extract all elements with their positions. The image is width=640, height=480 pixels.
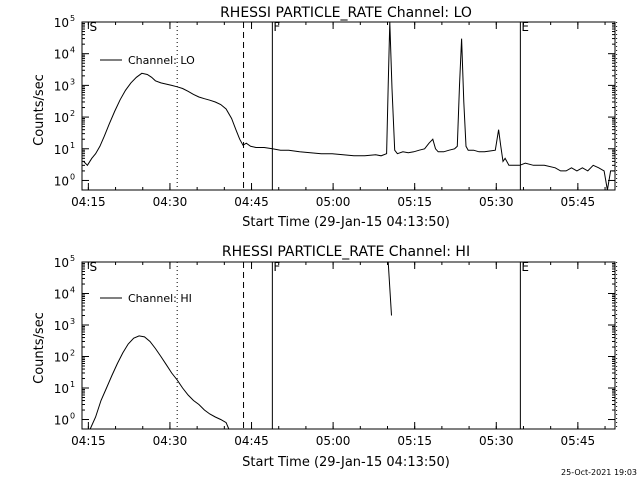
plot-frame xyxy=(81,21,616,191)
lo-channel-panel: RHESSI PARTICLE_RATE Channel: LO Start T… xyxy=(32,5,618,230)
panel-title: RHESSI PARTICLE_RATE Channel: LO xyxy=(220,5,472,21)
panel-title: RHESSI PARTICLE_RATE Channel: HI xyxy=(222,244,470,260)
x-tick-label: 05:15 xyxy=(397,195,432,209)
event-marker-label: F xyxy=(273,260,280,274)
x-tick-label: 05:30 xyxy=(479,434,514,448)
event-marker-label: S xyxy=(90,260,98,274)
event-marker-label: E xyxy=(521,20,529,34)
y-tick-label: 10 xyxy=(54,414,69,428)
series-line xyxy=(89,335,230,429)
y-tick-exponent: 1 xyxy=(70,380,75,389)
series-line xyxy=(387,262,392,316)
y-tick-exponent: 3 xyxy=(70,317,75,326)
y-tick-label: 10 xyxy=(54,319,69,333)
y-tick-exponent: 2 xyxy=(70,349,75,358)
y-tick-label: 10 xyxy=(54,174,69,188)
footer-timestamp: 25-Oct-2021 19:03 xyxy=(561,468,637,477)
x-tick-label: 04:30 xyxy=(153,195,188,209)
y-tick-exponent: 2 xyxy=(70,109,75,118)
x-tick-label: 05:45 xyxy=(561,434,596,448)
x-axis-label: Start Time (29-Jan-15 04:13:50) xyxy=(242,455,450,470)
y-tick-exponent: 0 xyxy=(70,172,75,181)
series-line xyxy=(83,22,615,190)
y-tick-exponent: 4 xyxy=(70,46,75,55)
event-marker-label: E xyxy=(521,260,529,274)
x-axis-label: Start Time (29-Jan-15 04:13:50) xyxy=(242,215,450,230)
y-axis-label: Counts/sec xyxy=(32,312,47,384)
y-tick-label: 10 xyxy=(54,256,69,270)
x-tick-label: 05:00 xyxy=(316,195,351,209)
event-marker-label: S xyxy=(90,20,98,34)
y-tick-label: 10 xyxy=(54,111,69,125)
y-tick-exponent: 5 xyxy=(70,14,75,23)
legend-label: Channel: HI xyxy=(128,292,192,305)
y-tick-label: 10 xyxy=(54,288,69,302)
y-tick-exponent: 3 xyxy=(70,77,75,86)
x-tick-label: 04:15 xyxy=(71,195,106,209)
x-tick-label: 05:15 xyxy=(397,434,432,448)
y-axis-label: Counts/sec xyxy=(32,74,47,146)
y-tick-exponent: 1 xyxy=(70,141,75,150)
plot-frame xyxy=(81,261,616,430)
y-tick-label: 10 xyxy=(54,48,69,62)
y-tick-label: 10 xyxy=(54,79,69,93)
y-tick-exponent: 4 xyxy=(70,286,75,295)
event-marker-label: F xyxy=(273,20,280,34)
y-tick-label: 10 xyxy=(54,382,69,396)
legend-label: Channel: LO xyxy=(128,54,195,67)
x-tick-label: 04:15 xyxy=(71,434,106,448)
y-tick-label: 10 xyxy=(54,351,69,365)
x-tick-label: 04:45 xyxy=(234,195,269,209)
y-tick-exponent: 0 xyxy=(70,412,75,421)
hi-channel-panel: RHESSI PARTICLE_RATE Channel: HI Start T… xyxy=(32,244,618,470)
x-tick-label: 05:45 xyxy=(561,195,596,209)
x-tick-label: 04:45 xyxy=(234,434,269,448)
x-tick-label: 05:00 xyxy=(316,434,351,448)
y-tick-label: 10 xyxy=(54,16,69,30)
y-tick-exponent: 5 xyxy=(70,254,75,263)
x-tick-label: 05:30 xyxy=(479,195,514,209)
y-tick-label: 10 xyxy=(54,143,69,157)
x-tick-label: 04:30 xyxy=(153,434,188,448)
